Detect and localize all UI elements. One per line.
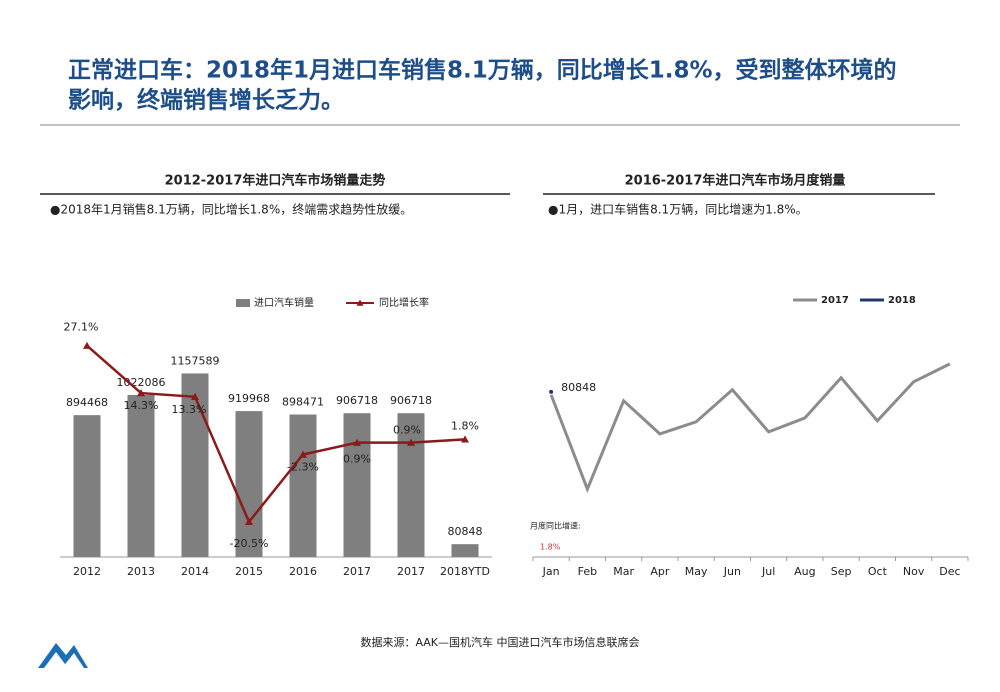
data-label: -20.5% bbox=[230, 537, 269, 550]
data-label: 1.8% bbox=[451, 419, 479, 432]
growth-line bbox=[86, 344, 466, 525]
x-tick-label: May bbox=[685, 565, 708, 578]
x-tick-label: 2015 bbox=[235, 565, 263, 578]
x-tick-label: 2013 bbox=[127, 565, 155, 578]
x-tick-label: Jul bbox=[761, 565, 775, 578]
bar bbox=[289, 414, 317, 557]
legend-label: 2018 bbox=[888, 295, 916, 306]
x-tick-label: Apr bbox=[650, 565, 670, 578]
legend-marker bbox=[356, 299, 364, 306]
data-label: -2.3% bbox=[287, 461, 319, 474]
x-tick-label: Dec bbox=[939, 565, 960, 578]
bar bbox=[397, 413, 425, 557]
growth-marker bbox=[245, 517, 253, 526]
data-label: 906718 bbox=[390, 394, 432, 407]
data-label: 13.3% bbox=[172, 403, 207, 416]
legend-label: 2017 bbox=[821, 295, 849, 306]
legend-label: 同比增长率 bbox=[379, 296, 429, 309]
x-tick-label: Sep bbox=[831, 565, 852, 578]
logo bbox=[38, 643, 88, 668]
data-label: 80848 bbox=[561, 381, 596, 394]
slide-title: 影响，终端销售增长乏力。 bbox=[68, 87, 344, 114]
data-label: 1157589 bbox=[171, 354, 220, 367]
data-label: 906718 bbox=[336, 394, 378, 407]
slide-title: 正常进口车：2018年1月进口车销售8.1万辆，同比增长1.8%，受到整体环境的 bbox=[68, 57, 897, 84]
growth-marker bbox=[461, 435, 469, 443]
x-tick-label: 2017 bbox=[343, 565, 371, 578]
data-label: 1022086 bbox=[117, 376, 166, 389]
series-point bbox=[549, 389, 554, 394]
series-line bbox=[549, 362, 951, 494]
data-label: 898471 bbox=[282, 396, 324, 409]
x-tick-label: Jan bbox=[542, 565, 560, 578]
x-tick-label: Mar bbox=[613, 565, 634, 578]
data-label: 27.1% bbox=[64, 321, 99, 334]
x-tick-label: Feb bbox=[578, 565, 597, 578]
data-label: 894468 bbox=[66, 396, 108, 409]
growth-marker bbox=[353, 438, 361, 446]
bar bbox=[181, 373, 209, 557]
legend-swatch bbox=[236, 299, 250, 307]
source: 数据来源：AAK—国机汽车 中国进口汽车市场信息联席会 bbox=[360, 635, 639, 649]
bar bbox=[343, 413, 371, 557]
legend-label: 进口汽车销量 bbox=[254, 296, 314, 309]
x-tick-label: Nov bbox=[903, 565, 925, 578]
bar bbox=[235, 411, 263, 557]
growth-marker bbox=[137, 389, 145, 397]
growth-marker bbox=[407, 438, 415, 446]
bar bbox=[127, 394, 155, 557]
growth-marker bbox=[191, 392, 199, 400]
chart-title: 2016-2017年进口汽车市场月度销量 bbox=[625, 173, 846, 189]
annotation: 月度同比增速: bbox=[530, 521, 581, 531]
x-tick-label: 2018YTD bbox=[440, 565, 490, 578]
data-label: 80848 bbox=[448, 525, 483, 538]
x-tick-label: 2012 bbox=[73, 565, 101, 578]
chart-note: ●1月，进口车销售8.1万辆，同比增速为1.8%。 bbox=[548, 202, 808, 217]
data-label: 919968 bbox=[228, 392, 270, 405]
data-label: 0.9% bbox=[393, 424, 421, 437]
data-label: 14.3% bbox=[124, 399, 159, 412]
x-tick-label: Jun bbox=[723, 565, 741, 578]
growth-marker bbox=[299, 450, 307, 458]
x-tick-label: Oct bbox=[868, 565, 888, 578]
x-tick-label: Aug bbox=[794, 565, 815, 578]
bar bbox=[451, 544, 479, 557]
x-tick-label: 2016 bbox=[289, 565, 317, 578]
chart-note: ●2018年1月销售8.1万辆，同比增长1.8%，终端需求趋势性放缓。 bbox=[50, 202, 412, 217]
x-tick-label: 2017 bbox=[397, 565, 425, 578]
annotation: 1.8% bbox=[540, 543, 561, 552]
x-tick-label: 2014 bbox=[181, 565, 209, 578]
bar bbox=[73, 415, 101, 557]
chart-title: 2012-2017年进口汽车市场销量走势 bbox=[165, 173, 386, 189]
data-label: 0.9% bbox=[343, 453, 371, 466]
growth-marker bbox=[83, 341, 91, 349]
